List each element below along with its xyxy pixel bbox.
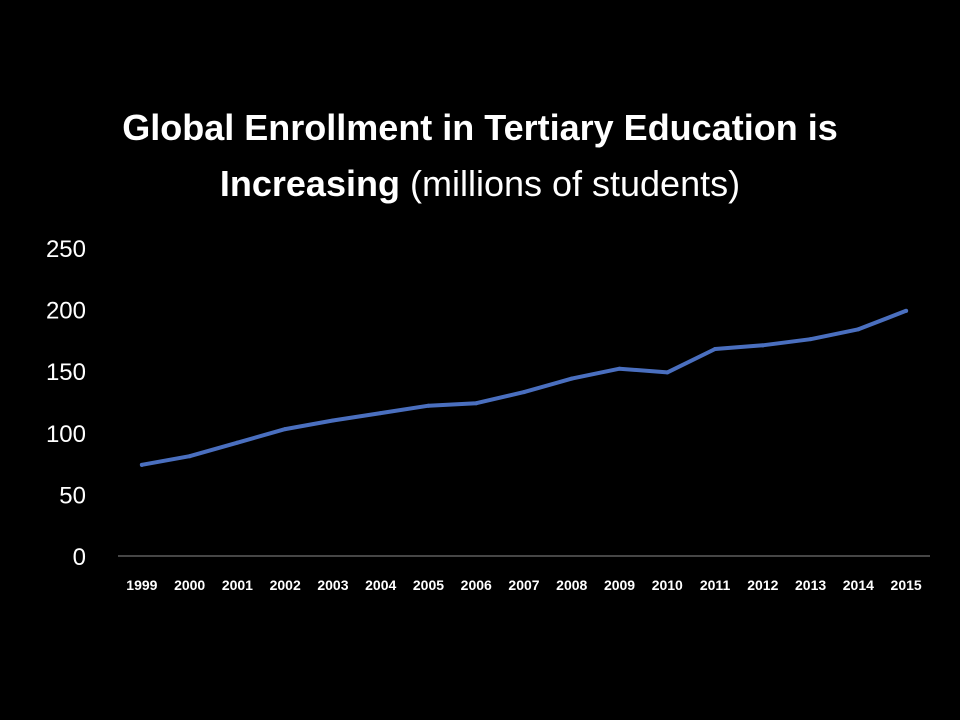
y-tick-label: 150 [46,359,86,386]
y-tick-label: 200 [46,298,86,325]
data-point [808,337,813,342]
data-point [569,376,574,381]
x-tick-label: 2002 [270,577,301,593]
data-point [330,418,335,423]
chart-title-line2: Increasing (millions of students) [0,156,960,212]
data-point [139,462,144,467]
x-tick-label: 2001 [222,577,253,593]
x-tick-label: 1999 [126,577,157,593]
data-point [187,454,192,459]
x-tick-label: 2005 [413,577,444,593]
chart-title: Global Enrollment in Tertiary Education … [0,100,960,212]
x-tick-label: 2011 [700,577,731,593]
y-tick-label: 0 [73,544,86,571]
x-tick-label: 2014 [843,577,874,593]
data-point [856,327,861,332]
x-tick-label: 2008 [556,577,587,593]
series-group [139,308,909,467]
chart-title-emphasis: Increasing [219,163,400,204]
data-point [522,390,526,395]
x-tick-label: 2006 [461,577,492,593]
x-tick-label: 2010 [652,577,683,593]
x-tick-label: 2004 [365,577,396,593]
chart-title-line1: Global Enrollment in Tertiary Education … [122,107,838,148]
x-tick-label: 2009 [604,577,635,593]
data-point [283,427,288,432]
data-point [426,403,431,408]
data-point [760,343,765,348]
y-axis: 0 50 100 150 200 250 [46,236,86,571]
data-point [378,411,383,416]
data-point [235,440,240,445]
data-point [713,347,718,352]
x-tick-label: 2015 [891,577,922,593]
y-tick-label: 50 [59,482,86,509]
x-tick-label: 2013 [795,577,826,593]
data-point [617,366,622,371]
y-tick-label: 100 [46,421,86,448]
data-point [904,308,909,313]
data-point [474,401,479,406]
x-tick-label: 2003 [317,577,348,593]
x-tick-label: 2000 [174,577,205,593]
chart-title-units: (millions of students) [399,163,741,204]
series-line [139,308,909,467]
data-point [665,370,670,375]
x-tick-label: 2007 [508,577,539,593]
y-tick-label: 250 [46,236,86,263]
x-tick-label: 2012 [747,577,778,593]
x-axis: 1999 2000 2001 2002 2003 2004 2005 2006 2007 2008… [118,555,930,593]
